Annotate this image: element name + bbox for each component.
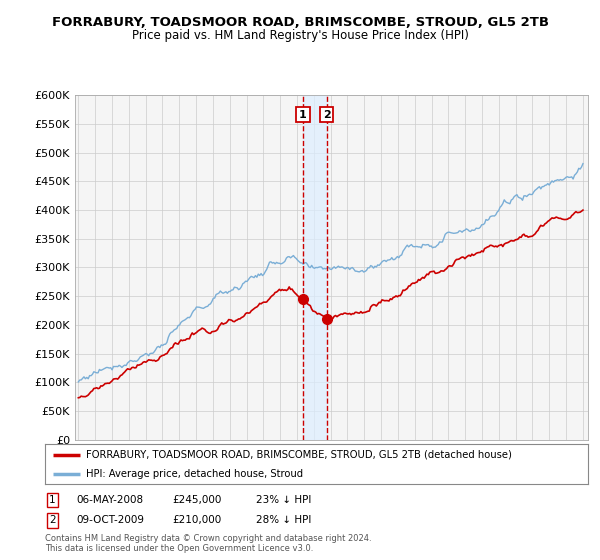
Text: Contains HM Land Registry data © Crown copyright and database right 2024.: Contains HM Land Registry data © Crown c… bbox=[45, 534, 371, 543]
Text: Price paid vs. HM Land Registry's House Price Index (HPI): Price paid vs. HM Land Registry's House … bbox=[131, 29, 469, 42]
Bar bbox=[303, 95, 327, 440]
Text: 1: 1 bbox=[299, 110, 307, 119]
Text: 06-MAY-2008: 06-MAY-2008 bbox=[76, 495, 143, 505]
Text: £210,000: £210,000 bbox=[172, 515, 221, 525]
Text: 09-OCT-2009: 09-OCT-2009 bbox=[76, 515, 144, 525]
Text: This data is licensed under the Open Government Licence v3.0.: This data is licensed under the Open Gov… bbox=[45, 544, 313, 553]
Text: FORRABURY, TOADSMOOR ROAD, BRIMSCOMBE, STROUD, GL5 2TB (detached house): FORRABURY, TOADSMOOR ROAD, BRIMSCOMBE, S… bbox=[86, 450, 512, 460]
Text: HPI: Average price, detached house, Stroud: HPI: Average price, detached house, Stro… bbox=[86, 469, 303, 479]
Text: 1: 1 bbox=[49, 495, 56, 505]
Text: 28% ↓ HPI: 28% ↓ HPI bbox=[256, 515, 311, 525]
Text: 23% ↓ HPI: 23% ↓ HPI bbox=[256, 495, 311, 505]
Text: FORRABURY, TOADSMOOR ROAD, BRIMSCOMBE, STROUD, GL5 2TB: FORRABURY, TOADSMOOR ROAD, BRIMSCOMBE, S… bbox=[52, 16, 548, 29]
Text: £245,000: £245,000 bbox=[172, 495, 221, 505]
Text: 2: 2 bbox=[323, 110, 331, 119]
Text: 2: 2 bbox=[49, 515, 56, 525]
